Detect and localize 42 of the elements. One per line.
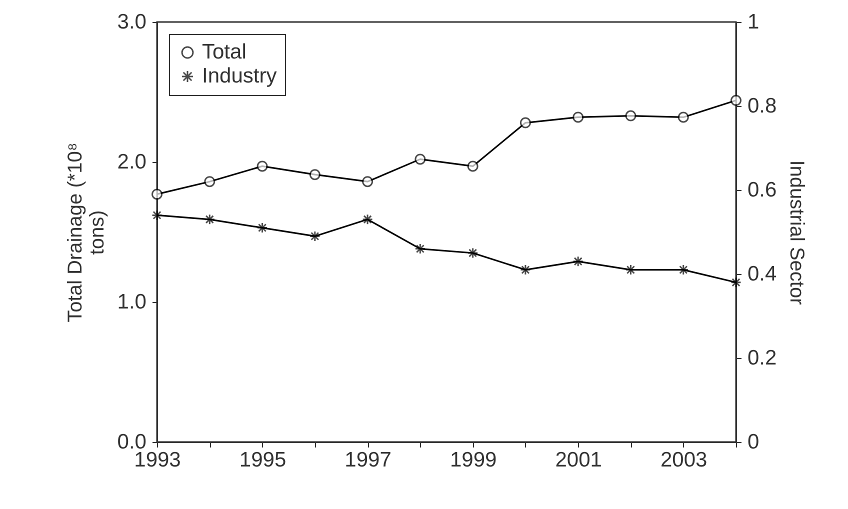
y2-tick-label: 0.6 [748, 178, 777, 202]
point [204, 214, 216, 225]
y2-tick-label: 1 [748, 10, 760, 34]
y-tick-label: 3.0 [117, 10, 146, 34]
y2-tick-label: 0.2 [748, 346, 777, 370]
point [730, 94, 742, 106]
point [152, 210, 162, 221]
point [256, 160, 268, 172]
point [414, 243, 426, 254]
x-tick-label: 2003 [660, 448, 708, 472]
point [467, 160, 478, 172]
legend-label: Industry [202, 64, 278, 88]
point [678, 264, 689, 276]
y2-tick-label: 0.8 [748, 94, 777, 118]
point [204, 176, 216, 188]
point [309, 169, 320, 180]
point [520, 264, 531, 276]
y2-tick-label: 0.4 [748, 262, 778, 286]
point [414, 154, 426, 165]
point [362, 214, 374, 225]
point [362, 176, 374, 188]
point [152, 188, 162, 200]
point [572, 112, 584, 123]
y2-tick-label: 0 [748, 430, 760, 454]
point [520, 117, 531, 128]
point [572, 256, 584, 267]
x-tick-label: 2001 [555, 448, 602, 472]
x-tick-label: 1995 [239, 448, 286, 472]
legend-label: Total [202, 40, 246, 64]
point [625, 264, 636, 276]
point [309, 230, 320, 242]
y2-axis-title: Industrial Sector [786, 160, 808, 306]
point [625, 110, 636, 122]
point [467, 248, 478, 258]
point [678, 112, 689, 123]
x-tick-label: 1999 [450, 448, 497, 472]
x-tick-label: 1997 [344, 448, 392, 472]
y-tick-label: 2.0 [117, 150, 146, 174]
y-tick-label: 1.0 [117, 290, 146, 314]
point [256, 222, 268, 234]
y-axis-title: Total Drainage (*10⁸ tons) [64, 142, 108, 322]
point [730, 276, 742, 288]
